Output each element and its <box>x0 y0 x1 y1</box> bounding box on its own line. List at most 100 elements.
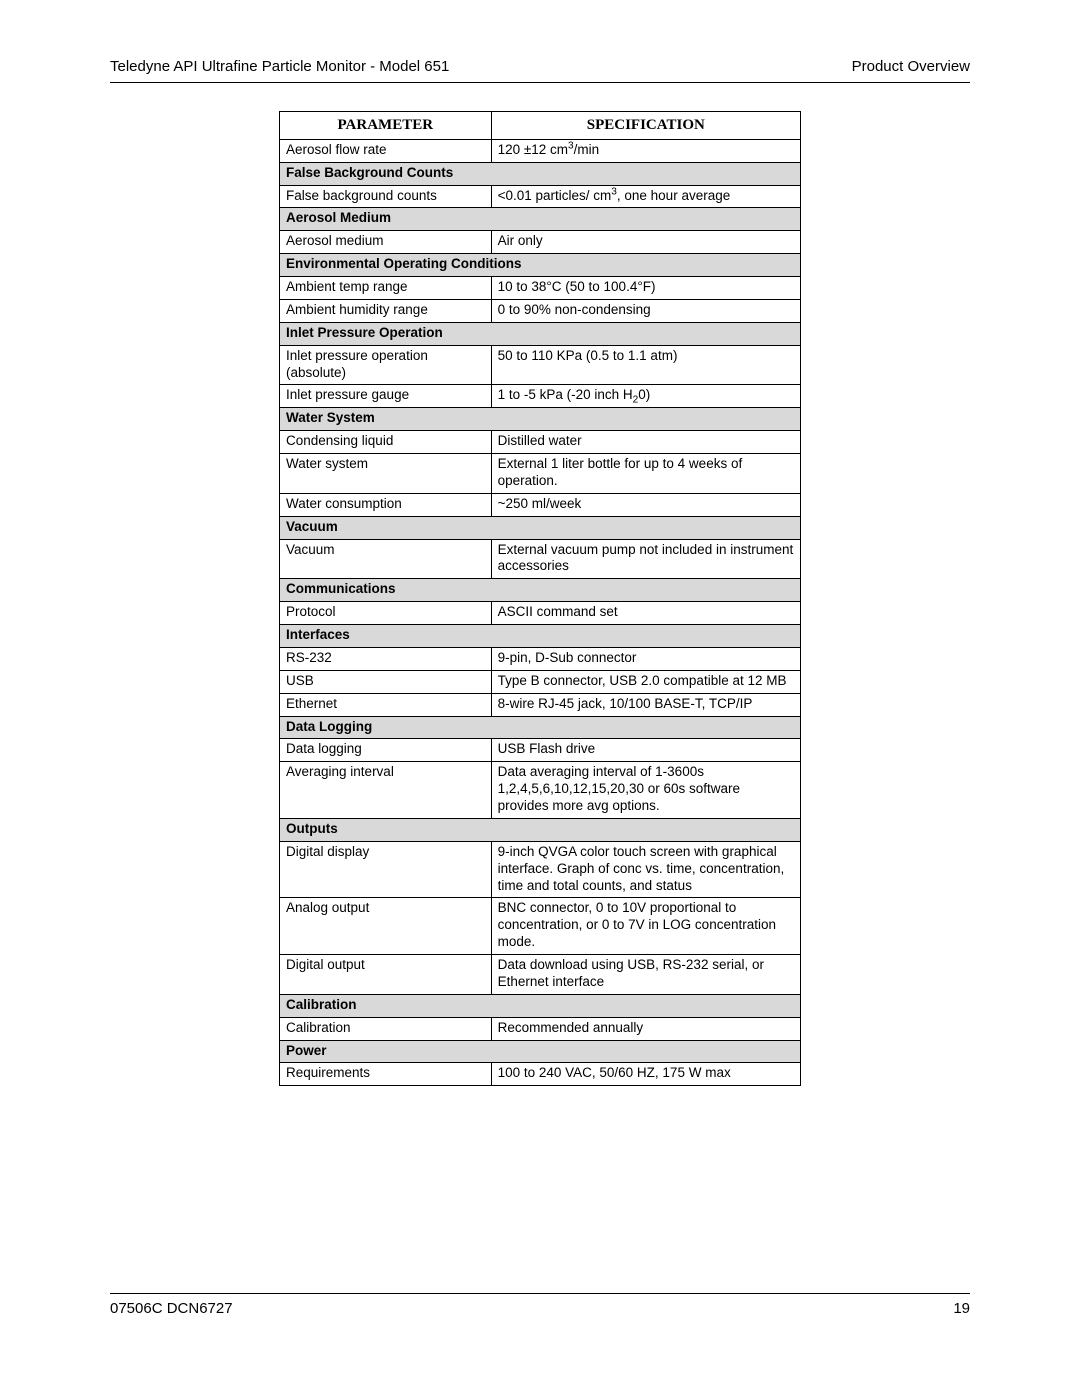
specification-cell: 100 to 240 VAC, 50/60 HZ, 175 W max <box>491 1063 800 1086</box>
column-header-parameter: PARAMETER <box>280 112 492 140</box>
table-header-row: PARAMETER SPECIFICATION <box>280 112 801 140</box>
specification-cell: External 1 liter bottle for up to 4 week… <box>491 454 800 494</box>
table-row: Ethernet8-wire RJ-45 jack, 10/100 BASE-T… <box>280 693 801 716</box>
page-footer: 07506C DCN6727 19 <box>110 1293 970 1317</box>
parameter-cell: Ethernet <box>280 693 492 716</box>
section-header-label: Water System <box>280 408 801 431</box>
specification-cell: <0.01 particles/ cm3, one hour average <box>491 185 800 208</box>
table-row: Analog outputBNC connector, 0 to 10V pro… <box>280 898 801 955</box>
parameter-cell: Condensing liquid <box>280 431 492 454</box>
specification-cell: Recommended annually <box>491 1017 800 1040</box>
table-row: Water systemExternal 1 liter bottle for … <box>280 454 801 494</box>
specification-table: PARAMETER SPECIFICATION Aerosol flow rat… <box>279 111 801 1086</box>
table-row: CalibrationRecommended annually <box>280 1017 801 1040</box>
specification-cell: 0 to 90% non-condensing <box>491 299 800 322</box>
section-header-row: Outputs <box>280 818 801 841</box>
specification-cell: 9-pin, D-Sub connector <box>491 647 800 670</box>
parameter-cell: Requirements <box>280 1063 492 1086</box>
specification-cell: ASCII command set <box>491 602 800 625</box>
parameter-cell: Calibration <box>280 1017 492 1040</box>
section-header-row: Environmental Operating Conditions <box>280 254 801 277</box>
specification-cell: 50 to 110 KPa (0.5 to 1.1 atm) <box>491 345 800 385</box>
section-header-row: Aerosol Medium <box>280 208 801 231</box>
table-row: VacuumExternal vacuum pump not included … <box>280 539 801 579</box>
table-row: Digital outputData download using USB, R… <box>280 955 801 995</box>
table-row: Water consumption~250 ml/week <box>280 493 801 516</box>
section-header-label: Vacuum <box>280 516 801 539</box>
table-row: RS-2329-pin, D-Sub connector <box>280 647 801 670</box>
section-header-row: Vacuum <box>280 516 801 539</box>
specification-cell: 9-inch QVGA color touch screen with grap… <box>491 841 800 898</box>
specification-cell: Air only <box>491 231 800 254</box>
specification-cell: USB Flash drive <box>491 739 800 762</box>
parameter-cell: Digital display <box>280 841 492 898</box>
table-row: Ambient humidity range0 to 90% non-conde… <box>280 299 801 322</box>
specification-cell: 8-wire RJ-45 jack, 10/100 BASE-T, TCP/IP <box>491 693 800 716</box>
table-row: Requirements100 to 240 VAC, 50/60 HZ, 17… <box>280 1063 801 1086</box>
specification-cell: ~250 ml/week <box>491 493 800 516</box>
footer-left: 07506C DCN6727 <box>110 1300 233 1317</box>
parameter-cell: RS-232 <box>280 647 492 670</box>
specification-cell: BNC connector, 0 to 10V proportional to … <box>491 898 800 955</box>
parameter-cell: Data logging <box>280 739 492 762</box>
parameter-cell: Digital output <box>280 955 492 995</box>
page-header: Teledyne API Ultrafine Particle Monitor … <box>110 58 970 83</box>
section-header-label: Inlet Pressure Operation <box>280 322 801 345</box>
section-header-row: Inlet Pressure Operation <box>280 322 801 345</box>
specification-cell: 120 ±12 cm3/min <box>491 139 800 162</box>
section-header-row: Calibration <box>280 994 801 1017</box>
parameter-cell: Inlet pressure operation (absolute) <box>280 345 492 385</box>
parameter-cell: Vacuum <box>280 539 492 579</box>
section-header-row: Power <box>280 1040 801 1063</box>
parameter-cell: Analog output <box>280 898 492 955</box>
table-row: Averaging intervalData averaging interva… <box>280 762 801 819</box>
table-row: Aerosol mediumAir only <box>280 231 801 254</box>
parameter-cell: Ambient temp range <box>280 277 492 300</box>
section-header-row: Water System <box>280 408 801 431</box>
specification-cell: 1 to -5 kPa (-20 inch H20) <box>491 385 800 408</box>
parameter-cell: Inlet pressure gauge <box>280 385 492 408</box>
table-row: False background counts<0.01 particles/ … <box>280 185 801 208</box>
table-row: Digital display9-inch QVGA color touch s… <box>280 841 801 898</box>
parameter-cell: Water system <box>280 454 492 494</box>
table-row: ProtocolASCII command set <box>280 602 801 625</box>
table-row: Ambient temp range10 to 38°C (50 to 100.… <box>280 277 801 300</box>
table-row: Condensing liquidDistilled water <box>280 431 801 454</box>
specification-cell: External vacuum pump not included in ins… <box>491 539 800 579</box>
section-header-row: False Background Counts <box>280 162 801 185</box>
parameter-cell: USB <box>280 670 492 693</box>
table-row: Inlet pressure gauge1 to -5 kPa (-20 inc… <box>280 385 801 408</box>
parameter-cell: False background counts <box>280 185 492 208</box>
specification-cell: 10 to 38°C (50 to 100.4°F) <box>491 277 800 300</box>
section-header-label: Calibration <box>280 994 801 1017</box>
section-header-label: Interfaces <box>280 625 801 648</box>
parameter-cell: Ambient humidity range <box>280 299 492 322</box>
specification-cell: Data download using USB, RS-232 serial, … <box>491 955 800 995</box>
section-header-label: Communications <box>280 579 801 602</box>
section-header-label: False Background Counts <box>280 162 801 185</box>
section-header-label: Environmental Operating Conditions <box>280 254 801 277</box>
section-header-row: Communications <box>280 579 801 602</box>
table-row: Aerosol flow rate120 ±12 cm3/min <box>280 139 801 162</box>
section-header-label: Power <box>280 1040 801 1063</box>
footer-right: 19 <box>953 1300 970 1317</box>
header-right: Product Overview <box>852 58 970 75</box>
parameter-cell: Water consumption <box>280 493 492 516</box>
specification-cell: Data averaging interval of 1-3600s 1,2,4… <box>491 762 800 819</box>
specification-cell: Distilled water <box>491 431 800 454</box>
table-row: Inlet pressure operation (absolute)50 to… <box>280 345 801 385</box>
section-header-row: Data Logging <box>280 716 801 739</box>
section-header-label: Aerosol Medium <box>280 208 801 231</box>
section-header-label: Outputs <box>280 818 801 841</box>
parameter-cell: Protocol <box>280 602 492 625</box>
section-header-label: Data Logging <box>280 716 801 739</box>
parameter-cell: Aerosol flow rate <box>280 139 492 162</box>
header-left: Teledyne API Ultrafine Particle Monitor … <box>110 58 449 75</box>
specification-cell: Type B connector, USB 2.0 compatible at … <box>491 670 800 693</box>
table-row: Data loggingUSB Flash drive <box>280 739 801 762</box>
column-header-specification: SPECIFICATION <box>491 112 800 140</box>
table-row: USBType B connector, USB 2.0 compatible … <box>280 670 801 693</box>
parameter-cell: Averaging interval <box>280 762 492 819</box>
section-header-row: Interfaces <box>280 625 801 648</box>
parameter-cell: Aerosol medium <box>280 231 492 254</box>
